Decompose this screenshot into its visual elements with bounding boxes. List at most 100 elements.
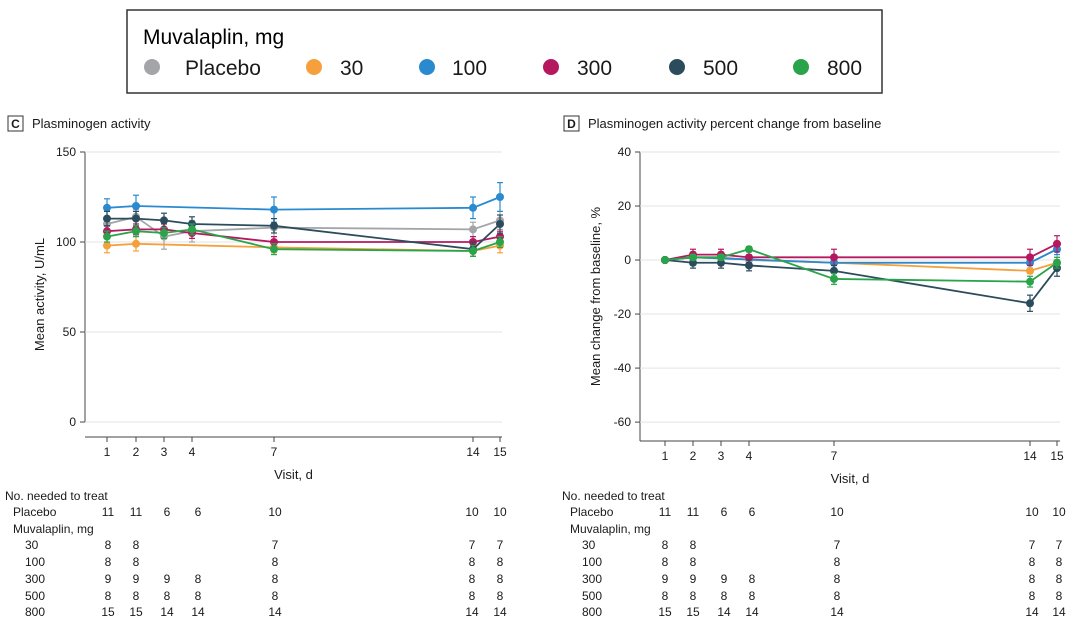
table-cell: 14 <box>717 605 731 619</box>
data-point <box>661 256 669 265</box>
table-cell: 8 <box>105 538 112 552</box>
y-tick-label: -20 <box>614 307 632 321</box>
table-cell: 8 <box>690 555 697 569</box>
table-cell: 8 <box>662 538 669 552</box>
table-cell: 8 <box>1029 572 1036 586</box>
data-point <box>1026 277 1034 286</box>
table-cell: 10 <box>1025 505 1039 519</box>
data-point <box>103 232 111 241</box>
data-point <box>496 220 504 228</box>
data-point <box>745 261 753 270</box>
legend-marker-300 <box>543 59 559 75</box>
data-point <box>745 245 753 254</box>
table-cell: 14 <box>493 605 507 619</box>
x-tick-label: 3 <box>161 445 168 459</box>
table-row-label: 800 <box>25 605 45 619</box>
table-cell: 8 <box>105 589 112 603</box>
table-cell: 8 <box>662 589 669 603</box>
data-point <box>1053 239 1061 248</box>
legend-label-100: 100 <box>452 57 487 80</box>
table-cell: 8 <box>1029 589 1036 603</box>
data-point <box>103 241 111 250</box>
table-cell: 10 <box>268 505 282 519</box>
table-row-label: Placebo <box>570 505 614 519</box>
data-point <box>1053 258 1061 267</box>
table-cell: 14 <box>268 605 282 619</box>
table-cell: 7 <box>1029 538 1036 552</box>
table-row-label: Placebo <box>13 505 57 519</box>
table-cell: 9 <box>721 572 728 586</box>
table-cell: 10 <box>465 505 479 519</box>
legend: Muvalaplin, mg Placebo 30 100 300 500 800 <box>126 9 883 94</box>
table-cell: 8 <box>195 572 202 586</box>
x-tick-label: 7 <box>831 449 838 463</box>
panel-letter-box <box>7 115 24 132</box>
table-cell: 8 <box>834 589 841 603</box>
legend-marker-placebo <box>144 59 160 75</box>
table-cell: 8 <box>721 589 728 603</box>
series-500 <box>661 256 1061 312</box>
legend-marker-30 <box>306 59 322 75</box>
table-cell: 14 <box>465 605 479 619</box>
table-header: No. needed to treat <box>5 489 108 503</box>
data-point <box>132 239 140 248</box>
table-cell: 15 <box>129 605 143 619</box>
series-line <box>106 196 501 211</box>
table-header: No. needed to treat <box>562 489 665 503</box>
table-cell: 8 <box>662 555 669 569</box>
table-cell: 8 <box>1056 572 1063 586</box>
table-cell: 9 <box>133 572 140 586</box>
x-tick-label: 7 <box>271 445 278 459</box>
x-axis-label: Visit, d <box>274 467 313 482</box>
table-cell: 10 <box>1052 505 1066 519</box>
table-cell: 9 <box>690 572 697 586</box>
table-cell: 8 <box>272 555 279 569</box>
data-point <box>160 229 168 237</box>
x-tick-label: 15 <box>1050 449 1064 463</box>
panel-title: Plasminogen activity percent change from… <box>588 116 881 131</box>
table-cell: 9 <box>662 572 669 586</box>
table-cell: 8 <box>1056 589 1063 603</box>
data-point <box>270 221 278 230</box>
series-800 <box>661 245 1061 288</box>
table-cell: 8 <box>497 589 504 603</box>
data-point <box>132 214 140 223</box>
data-point <box>496 193 504 201</box>
table-cell: 8 <box>272 572 279 586</box>
table-cell: 14 <box>191 605 205 619</box>
table-cell: 8 <box>1029 555 1036 569</box>
table-cell: 11 <box>102 505 115 519</box>
table-row-label: 100 <box>25 555 45 569</box>
x-tick-label: 2 <box>133 445 140 459</box>
x-tick-label: 1 <box>662 449 669 463</box>
x-tick-label: 2 <box>690 449 697 463</box>
series-100 <box>103 182 504 223</box>
table-cell: 8 <box>1056 555 1063 569</box>
y-tick-label: 100 <box>56 235 76 249</box>
legend-label-placebo: Placebo <box>185 57 261 80</box>
data-point <box>132 227 140 236</box>
x-tick-label: 4 <box>746 449 753 463</box>
data-point <box>830 266 838 275</box>
data-point <box>132 202 140 210</box>
panel-title: Plasminogen activity <box>32 116 151 131</box>
data-point <box>496 238 504 246</box>
table-cell: 8 <box>497 555 504 569</box>
y-tick-label: 0 <box>624 253 631 267</box>
x-tick-label: 15 <box>493 445 507 459</box>
data-point <box>830 253 838 262</box>
table-row-label: 800 <box>582 605 602 619</box>
series-800 <box>103 223 504 257</box>
table-cell: 8 <box>690 538 697 552</box>
panel-letter: C <box>11 117 20 131</box>
table-row-label: 30 <box>582 538 596 552</box>
y-tick-label: 150 <box>56 145 76 159</box>
data-point <box>717 253 725 262</box>
data-point <box>103 203 111 212</box>
data-point <box>830 274 838 283</box>
table-row-label: 300 <box>582 572 602 586</box>
table-cell: 6 <box>721 505 728 519</box>
table-cell: 7 <box>497 538 504 552</box>
x-axis-label: Visit, d <box>831 471 870 486</box>
